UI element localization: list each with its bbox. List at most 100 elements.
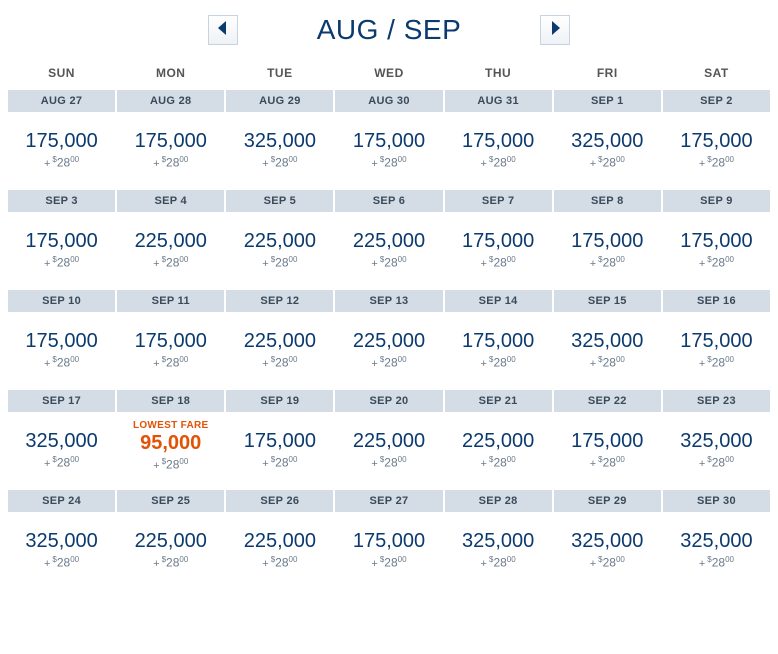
date-label: SEP 4: [117, 190, 224, 212]
fare-cell[interactable]: 175,000 +$2800: [8, 112, 115, 188]
fee-value: +$2800: [10, 155, 113, 170]
date-label: SEP 3: [8, 190, 115, 212]
miles-value: 225,000: [337, 230, 440, 253]
miles-value: 175,000: [665, 330, 768, 353]
miles-value: 325,000: [447, 530, 550, 553]
fee-value: +$2800: [665, 555, 768, 570]
price-row: 175,000+$2800225,000+$2800225,000+$28002…: [8, 212, 770, 288]
miles-value: 175,000: [10, 130, 113, 153]
fee-value: +$2800: [119, 155, 222, 170]
prev-month-button[interactable]: [208, 15, 238, 45]
month-title: AUG / SEP: [317, 14, 462, 46]
fee-value: +$2800: [10, 555, 113, 570]
fare-cell[interactable]: 175,000+$2800: [335, 112, 442, 188]
fare-cell[interactable]: 175,000+$2800: [445, 312, 552, 388]
fare-cell[interactable]: 175,000+$2800: [663, 112, 770, 188]
fee-value: +$2800: [337, 355, 440, 370]
fare-cell[interactable]: 225,000+$2800: [445, 412, 552, 488]
fare-cell[interactable]: 225,000 +$2800: [335, 412, 442, 488]
date-label: SEP 1: [554, 90, 661, 112]
fare-cell[interactable]: 225,000+$2800: [226, 312, 333, 388]
day-of-week-label: SUN: [8, 56, 115, 88]
fee-value: +$2800: [10, 255, 113, 270]
miles-value: 95,000: [119, 432, 222, 455]
date-label: SEP 12: [226, 290, 333, 312]
fare-cell[interactable]: 325,000+$2800: [226, 112, 333, 188]
fare-cell[interactable]: 325,000 +$2800: [554, 512, 661, 588]
date-label: AUG 27: [8, 90, 115, 112]
chevron-right-icon: [550, 21, 560, 40]
calendar-header: AUG / SEP: [8, 8, 770, 52]
fare-cell[interactable]: 175,000+$2800: [117, 312, 224, 388]
fee-value: +$2800: [447, 455, 550, 470]
date-label: SEP 15: [554, 290, 661, 312]
fare-cell[interactable]: 175,000 +$2800: [663, 312, 770, 388]
fare-cell[interactable]: 175,000+$2800: [663, 212, 770, 288]
miles-value: 225,000: [119, 530, 222, 553]
date-label: SEP 24: [8, 490, 115, 512]
date-label: SEP 20: [335, 390, 442, 412]
fee-value: +$2800: [665, 355, 768, 370]
date-strip: SEP 24SEP 25SEP 26SEP 27SEP 28SEP 29SEP …: [8, 490, 770, 512]
fare-cell[interactable]: 325,000+$2800: [554, 312, 661, 388]
miles-value: 175,000: [556, 230, 659, 253]
fee-value: +$2800: [337, 455, 440, 470]
fee-value: +$2800: [556, 555, 659, 570]
fare-cell[interactable]: 225,000+$2800: [226, 512, 333, 588]
fare-cell[interactable]: 225,000+$2800: [335, 312, 442, 388]
fee-value: +$2800: [119, 355, 222, 370]
date-label: SEP 13: [335, 290, 442, 312]
miles-value: 175,000: [447, 230, 550, 253]
fare-cell[interactable]: 175,000+$2800: [445, 212, 552, 288]
fare-cell[interactable]: 325,000 +$2800: [445, 512, 552, 588]
fee-value: +$2800: [10, 355, 113, 370]
fee-value: +$2800: [337, 255, 440, 270]
miles-value: 175,000: [228, 430, 331, 453]
fare-cell[interactable]: 225,000+$2800: [226, 212, 333, 288]
miles-value: 175,000: [119, 130, 222, 153]
fare-cell[interactable]: 325,000+$2800: [663, 412, 770, 488]
fare-cell[interactable]: 175,000+$2800: [445, 112, 552, 188]
miles-value: 175,000: [10, 230, 113, 253]
price-row: 325,000+$2800225,000+$2800225,000+$28001…: [8, 512, 770, 588]
fare-cell[interactable]: 225,000+$2800: [117, 212, 224, 288]
fare-cell[interactable]: 325,000+$2800: [8, 412, 115, 488]
fare-cell[interactable]: 175,000 +$2800: [8, 212, 115, 288]
fare-cell[interactable]: 225,000+$2800: [117, 512, 224, 588]
fare-cell[interactable]: 175,000+$2800: [554, 212, 661, 288]
fare-cell[interactable]: 175,000+$2800: [335, 512, 442, 588]
date-label: SEP 19: [226, 390, 333, 412]
miles-value: 225,000: [228, 230, 331, 253]
date-strip: AUG 27AUG 28AUG 29AUG 30AUG 31SEP 1SEP 2: [8, 90, 770, 112]
fee-value: +$2800: [228, 555, 331, 570]
fare-cell[interactable]: 325,000+$2800: [663, 512, 770, 588]
day-of-week-label: WED: [335, 56, 442, 88]
fare-cell[interactable]: LOWEST FARE95,000+$2800: [117, 412, 224, 488]
miles-value: 325,000: [228, 130, 331, 153]
day-of-week-label: TUE: [226, 56, 333, 88]
date-label: SEP 30: [663, 490, 770, 512]
miles-value: 175,000: [337, 130, 440, 153]
fare-cell[interactable]: 225,000 +$2800: [335, 212, 442, 288]
fare-cell[interactable]: 175,000+$2800: [8, 312, 115, 388]
next-month-button[interactable]: [540, 15, 570, 45]
date-label: SEP 6: [335, 190, 442, 212]
fare-cell[interactable]: 175,000 +$2800: [117, 112, 224, 188]
fee-value: +$2800: [119, 457, 222, 472]
day-of-week-label: THU: [445, 56, 552, 88]
fee-value: +$2800: [447, 555, 550, 570]
miles-value: 175,000: [665, 130, 768, 153]
miles-value: 225,000: [228, 330, 331, 353]
day-of-week-label: FRI: [554, 56, 661, 88]
miles-value: 225,000: [337, 430, 440, 453]
date-label: AUG 28: [117, 90, 224, 112]
miles-value: 325,000: [556, 530, 659, 553]
fare-cell[interactable]: 175,000+$2800: [554, 412, 661, 488]
fee-value: +$2800: [10, 455, 113, 470]
fare-cell[interactable]: 175,000+$2800: [226, 412, 333, 488]
date-label: SEP 7: [445, 190, 552, 212]
fare-cell[interactable]: 325,000+$2800: [8, 512, 115, 588]
fee-value: +$2800: [119, 255, 222, 270]
date-label: SEP 28: [445, 490, 552, 512]
fare-cell[interactable]: 325,000+$2800: [554, 112, 661, 188]
